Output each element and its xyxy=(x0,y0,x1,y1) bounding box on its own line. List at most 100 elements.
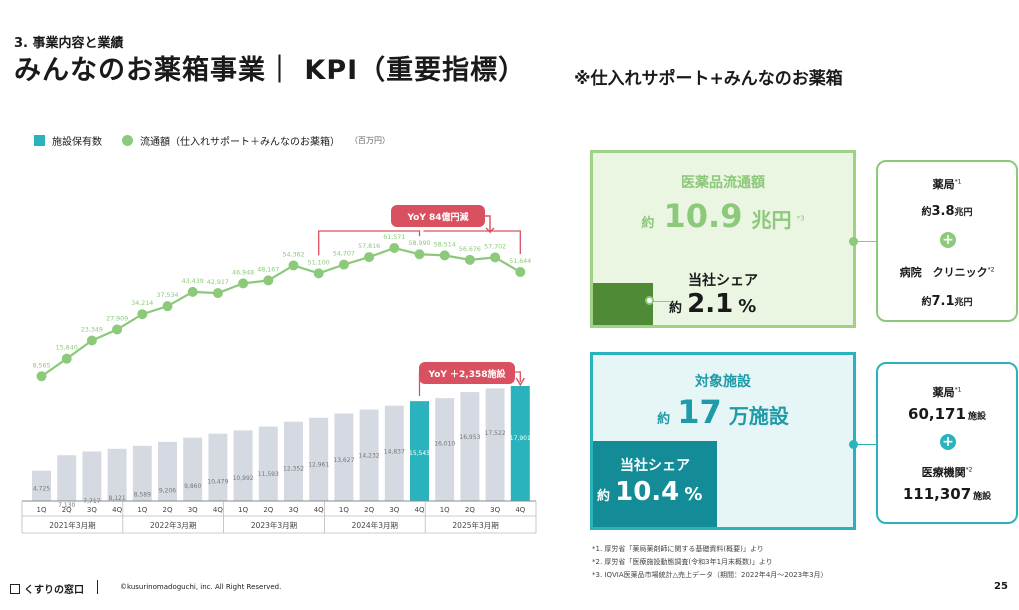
x-tick-18: 3Q xyxy=(490,506,500,514)
line-label-0: 8,565 xyxy=(32,362,50,369)
distribution-unit: 兆円 xyxy=(751,208,792,232)
plus-icon: + xyxy=(940,232,956,248)
bar-label-19: 17,901 xyxy=(510,435,531,442)
line-point-3 xyxy=(112,324,123,335)
distribution-panel: 医薬品流通額 約 10.9 兆円 *3 当社シェア 約 2.1 % xyxy=(590,150,856,328)
bar-label-11: 12,961 xyxy=(308,461,329,468)
line-label-13: 57,816 xyxy=(358,243,380,250)
x-tick-7: 4Q xyxy=(213,506,223,514)
line-label-8: 46,948 xyxy=(232,269,254,276)
pharmacy-count: 60,171 施設 xyxy=(878,404,1016,423)
bar-3 xyxy=(107,448,127,501)
legend-line-swatch xyxy=(122,135,133,146)
facilities-breakdown: 薬局*1 60,171 施設 + 医療機関*2 111,307 施設 xyxy=(876,362,1018,524)
distribution-share-value: 2.1 xyxy=(687,289,734,319)
facilities-share-prefix: 約 xyxy=(597,489,611,504)
x-tick-11: 4Q xyxy=(314,506,324,514)
legend-line-label: 流通額（仕入れサポート＋みんなのお薬箱） xyxy=(140,137,340,148)
footnote-3: *3. IQVIA医薬品市場統計△売上データ（期間：2022年4月〜2023年3… xyxy=(592,571,828,579)
bar-label-14: 14,837 xyxy=(384,448,405,455)
line-label-2: 23,349 xyxy=(81,326,103,333)
bar-1 xyxy=(57,455,77,501)
bar-8 xyxy=(233,430,253,501)
chart-legend: 施設保有数 流通額（仕入れサポート＋みんなのお薬箱） （百万円） xyxy=(34,133,390,148)
facilities-panel: 対象施設 約 17 万施設 当社シェア 約 10.4 % xyxy=(590,352,856,530)
line-point-12 xyxy=(338,259,349,270)
bar-0 xyxy=(32,470,51,501)
yoy-bar-arrow xyxy=(515,377,525,387)
line-point-2 xyxy=(86,335,97,346)
bar-label-3: 8,121 xyxy=(109,495,126,502)
yoy-line-text: YoY 84億円減 xyxy=(406,211,468,223)
distribution-note: *3 xyxy=(796,214,805,223)
yoy-line-bracket-right xyxy=(423,230,521,255)
bar-9 xyxy=(258,426,278,501)
medical-count-value: 111,307 xyxy=(902,485,972,503)
line-label-6: 43,439 xyxy=(182,278,204,285)
line-label-19: 51,644 xyxy=(509,258,531,265)
line-point-10 xyxy=(288,260,299,271)
bar-18 xyxy=(485,388,505,501)
line-label-9: 48,167 xyxy=(257,266,279,273)
legend-unit: （百万円） xyxy=(350,136,390,145)
x-tick-19: 4Q xyxy=(515,506,525,514)
facilities-connector xyxy=(856,444,876,445)
bar-19 xyxy=(510,386,530,501)
distribution-breakdown: 薬局*1 約3.8兆円 + 病院 クリニック*2 約7.1兆円 xyxy=(876,160,1018,322)
line-point-15 xyxy=(414,249,425,260)
yoy-line-bracket-left xyxy=(318,230,421,256)
line-point-5 xyxy=(162,301,173,312)
yoy-line-arrow xyxy=(485,215,495,234)
bar-label-13: 14,232 xyxy=(359,453,380,460)
distribution-connector-dot xyxy=(849,237,858,246)
facilities-share-unit: % xyxy=(684,484,703,505)
x-tick-9: 2Q xyxy=(263,506,273,514)
line-label-7: 42,917 xyxy=(207,279,229,286)
bar-label-16: 16,010 xyxy=(434,440,455,447)
bar-label-8: 10,992 xyxy=(233,475,254,482)
line-label-16: 58,514 xyxy=(434,241,456,248)
line-point-1 xyxy=(61,353,72,364)
line-label-18: 57,702 xyxy=(484,243,506,250)
line-label-14: 61,571 xyxy=(383,234,405,241)
line-series xyxy=(40,246,521,378)
x-tick-10: 3Q xyxy=(289,506,299,514)
pharmacy-label: 薬局*1 xyxy=(878,176,1016,192)
bar-label-5: 9,206 xyxy=(159,487,176,494)
bar-17 xyxy=(460,392,480,501)
distribution-share-connector xyxy=(651,301,673,302)
footer-divider xyxy=(97,580,98,594)
page-subtitle: ※仕入れサポート+みんなのお薬箱 xyxy=(574,69,843,89)
line-point-8 xyxy=(238,278,249,289)
pharmacy-count-value: 60,171 xyxy=(908,405,966,423)
yoy-bar-badge xyxy=(419,362,515,384)
bar-label-18: 17,522 xyxy=(485,430,506,437)
footnote-2: *2. 厚労省「医療施設動態調査(令和3年1月末概数)」より xyxy=(592,558,773,566)
legend-bar-swatch xyxy=(34,135,45,146)
bar-label-7: 10,479 xyxy=(207,479,228,486)
x-tick-14: 3Q xyxy=(389,506,399,514)
bar-15 xyxy=(410,401,429,501)
line-point-4 xyxy=(137,309,148,320)
line-point-9 xyxy=(263,275,274,286)
line-label-12: 54,707 xyxy=(333,251,355,258)
pharmacy-amount-unit: 兆円 xyxy=(954,208,973,218)
bar-label-6: 9,860 xyxy=(184,483,201,490)
distribution-share-label: 当社シェア xyxy=(688,273,758,289)
medical-count-label: 医療機関*2 xyxy=(878,464,1016,480)
hospital-label: 病院 クリニック*2 xyxy=(878,264,1016,280)
x-tick-4: 1Q xyxy=(137,506,147,514)
yoy-bar-text: YoY ＋2,358施設 xyxy=(428,368,507,380)
x-tick-1: 2Q xyxy=(62,506,72,514)
line-point-14 xyxy=(389,243,400,253)
distribution-share-dot xyxy=(645,296,654,305)
x-tick-8: 1Q xyxy=(238,506,248,514)
footer-copyright: ©kusurinomadoguchi, inc. All Right Reser… xyxy=(120,583,282,591)
bar-4 xyxy=(132,445,152,501)
pharmacy-amount: 約3.8兆円 xyxy=(878,200,1016,219)
bar-11 xyxy=(309,417,329,501)
medical-count-unit: 施設 xyxy=(973,492,992,502)
footnote-1: *1. 厚労省「薬局薬剤師に関する基礎資料(概要)」より xyxy=(592,545,764,553)
hospital-label-text: 病院 クリニック xyxy=(899,266,988,279)
bar-2 xyxy=(82,451,102,501)
